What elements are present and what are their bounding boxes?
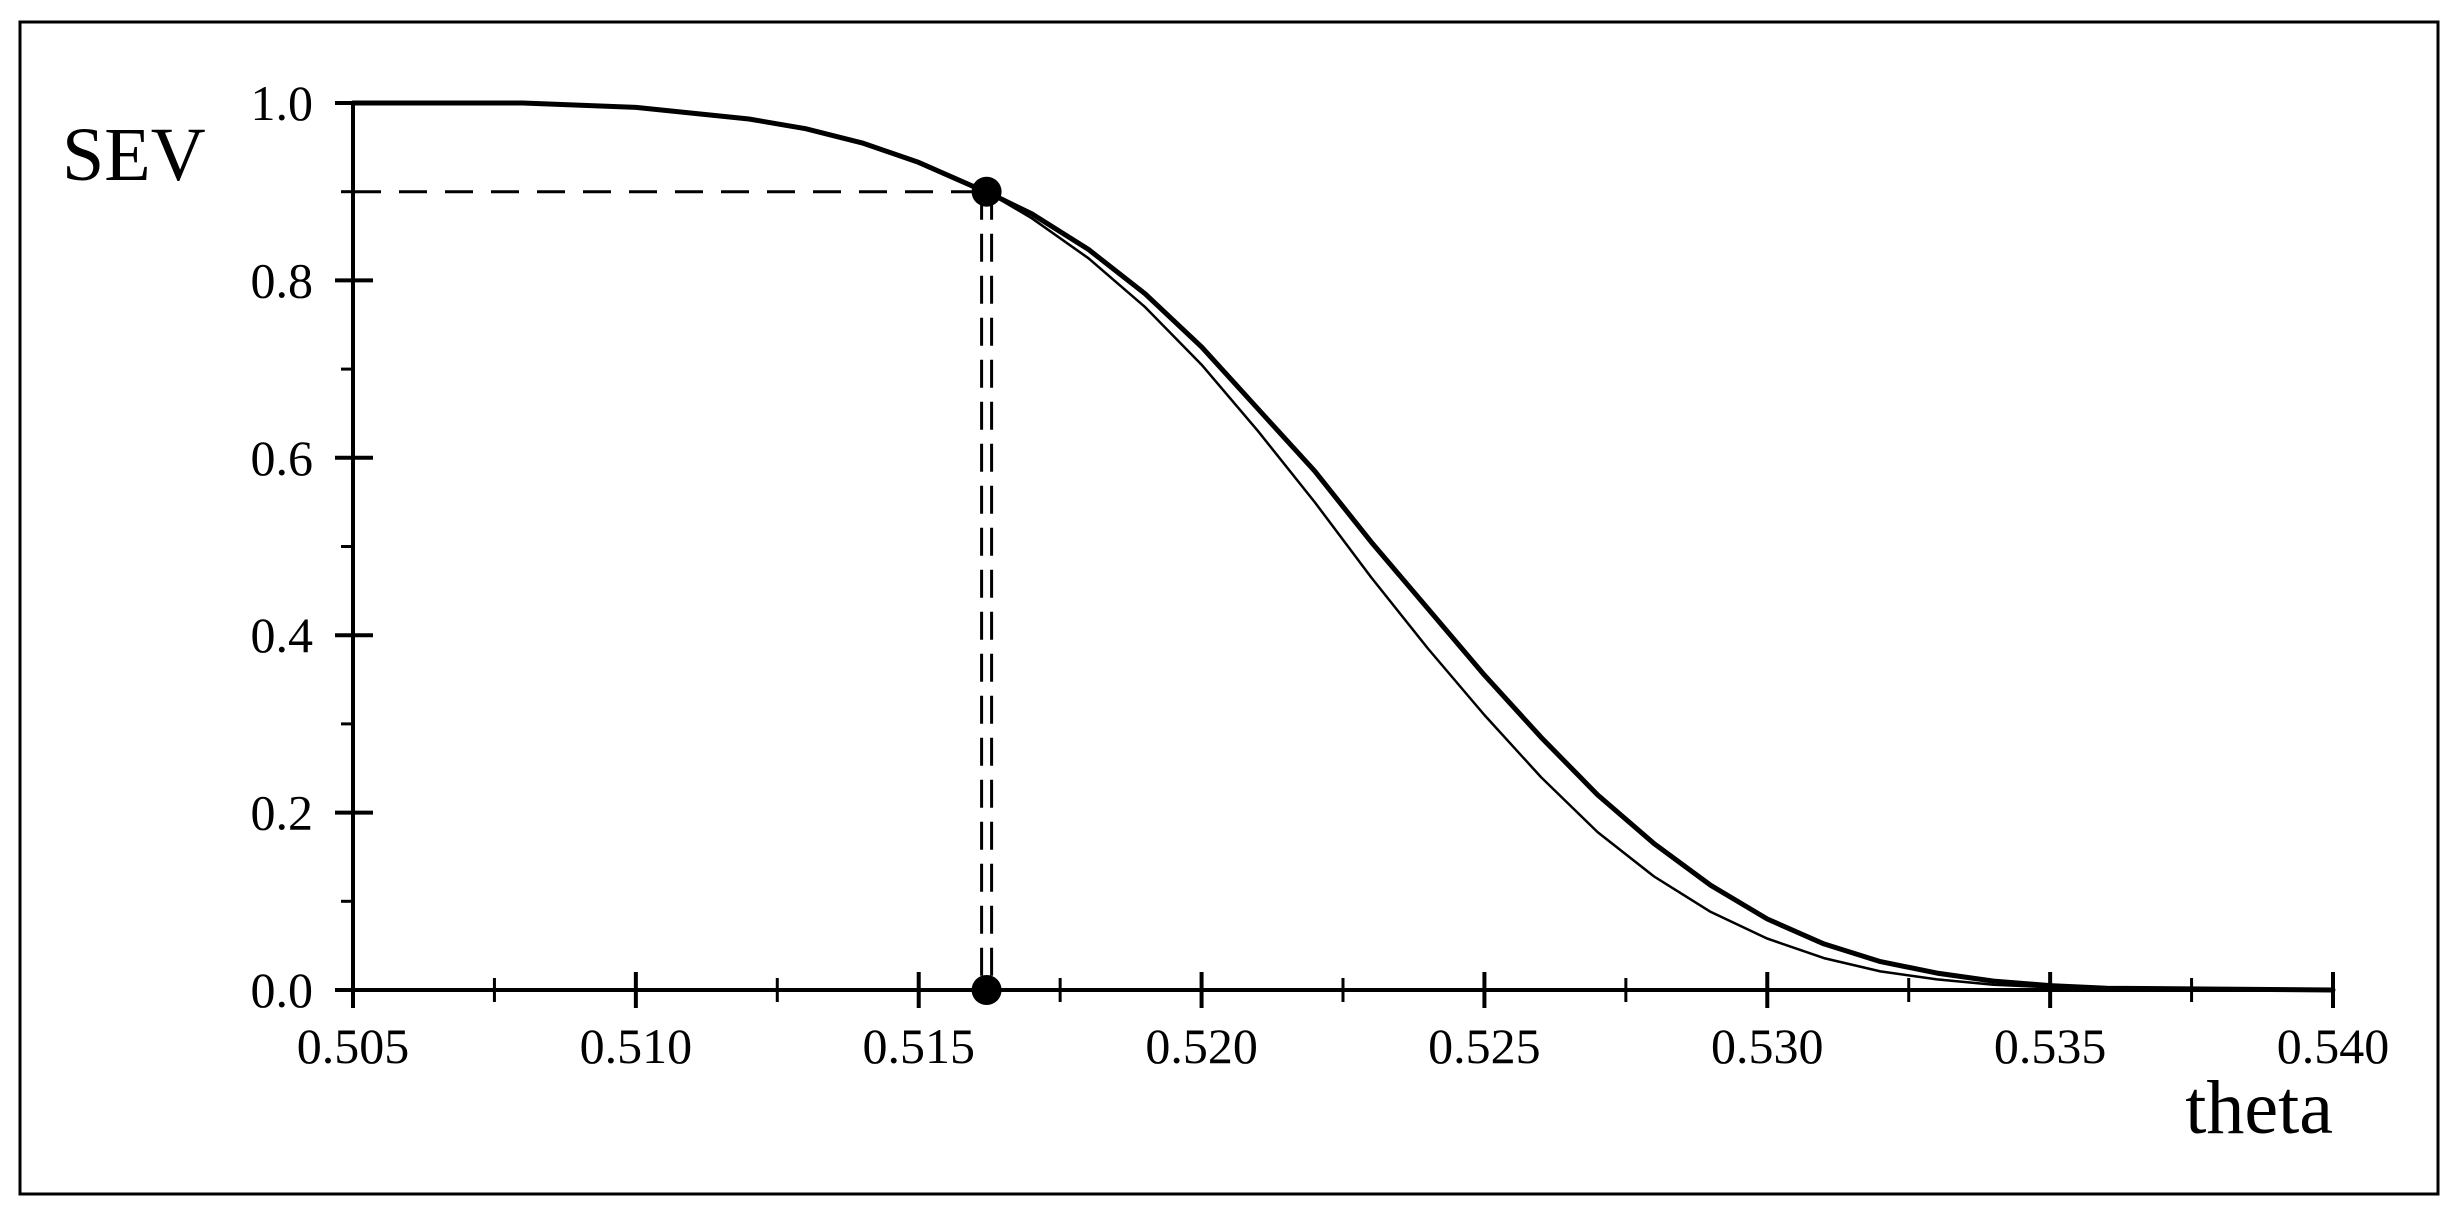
- y-tick-label: 0.0: [251, 962, 314, 1018]
- x-tick-label: 0.530: [1711, 1018, 1824, 1074]
- y-tick-label: 0.4: [251, 607, 314, 663]
- y-tick-label: 0.8: [251, 252, 314, 308]
- y-axis-title: SEV: [62, 113, 206, 197]
- x-tick-label: 0.520: [1145, 1018, 1258, 1074]
- x-tick-label: 0.525: [1428, 1018, 1541, 1074]
- ticks: 0.505 0.510 0.515 0.520 0.525 0.530 0.535 0.540…: [251, 75, 2390, 1074]
- axes: [351, 103, 2333, 992]
- series-line-thin: [351, 101, 2335, 992]
- reference-lines: [353, 190, 994, 990]
- x-axis-title: theta: [2185, 1066, 2333, 1150]
- series-group: [350, 100, 2336, 993]
- x-tick-label: 0.515: [862, 1018, 975, 1074]
- x-tick-label: 0.535: [1994, 1018, 2107, 1074]
- markers: [971, 176, 1002, 1005]
- y-tick-label: 0.2: [251, 785, 314, 841]
- y-tick-label: 0.6: [251, 430, 314, 486]
- x-tick-label: 0.505: [297, 1018, 410, 1074]
- reference-axis-marker: [971, 975, 1002, 1005]
- x-tick-label: 0.540: [2277, 1018, 2390, 1074]
- outer-frame: [18, 20, 2440, 1196]
- series-line-thick: [350, 100, 2336, 993]
- reference-point-marker: [971, 176, 1002, 207]
- x-tick-label: 0.510: [580, 1018, 693, 1074]
- y-tick-label: 1.0: [251, 75, 314, 131]
